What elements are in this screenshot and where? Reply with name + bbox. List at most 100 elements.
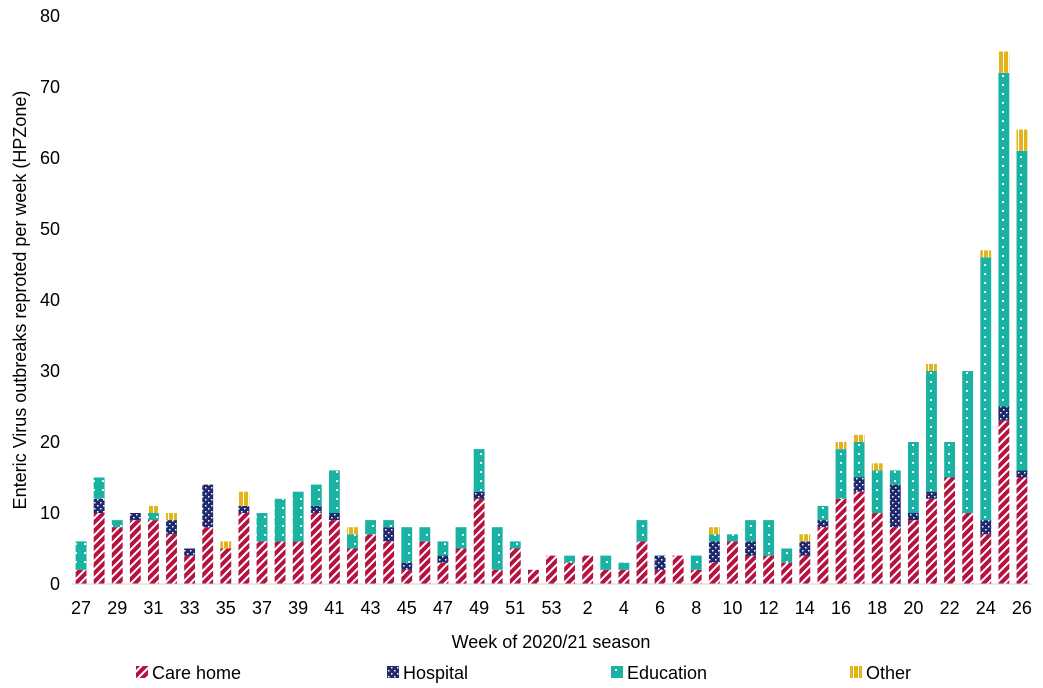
legend-swatch <box>611 666 623 678</box>
bar-segment-care-home <box>889 527 901 584</box>
bar-segment-care-home <box>853 491 865 584</box>
bar-segment-care-home <box>926 498 937 584</box>
bar-segment-education <box>292 491 304 542</box>
x-tick-label: 29 <box>107 598 127 618</box>
bar-segment-care-home <box>745 555 756 584</box>
bar-segment-other <box>148 505 159 513</box>
bar-segment-education <box>75 541 87 570</box>
bar-segment-care-home <box>491 569 503 584</box>
bar-segment-care-home <box>582 555 594 584</box>
bar-segment-hospital <box>980 520 992 535</box>
x-tick-label: 10 <box>722 598 742 618</box>
bar-segment-care-home <box>672 555 684 584</box>
bar-segment-care-home <box>871 513 883 584</box>
x-tick-label: 33 <box>180 598 200 618</box>
bar-segment-care-home <box>727 541 738 584</box>
bar-segment-education <box>907 442 919 513</box>
bar-segment-education <box>835 449 847 499</box>
legend-label: Care home <box>152 663 241 683</box>
bar-segment-other <box>347 527 358 535</box>
bar-segment-education <box>111 520 123 528</box>
bar-segment-education <box>564 555 576 563</box>
x-tick-label: 31 <box>143 598 163 618</box>
bar-segment-care-home <box>509 548 521 584</box>
bar-segment-hospital <box>926 491 937 499</box>
bar-segment-care-home <box>238 513 250 584</box>
bar-segment-hospital <box>998 406 1010 421</box>
bar-segment-education <box>93 477 105 499</box>
bar-segment-education <box>491 527 503 570</box>
bar-segment-care-home <box>292 541 304 584</box>
y-tick-label: 70 <box>40 77 60 97</box>
bar-segment-education <box>636 520 648 542</box>
bar-segment-care-home <box>455 548 467 584</box>
bar-segment-other <box>871 463 883 471</box>
bar-segment-care-home <box>799 555 811 584</box>
x-axis-title: Week of 2020/21 season <box>452 632 651 652</box>
bar-segment-hospital <box>889 484 901 528</box>
x-tick-label: 51 <box>505 598 525 618</box>
bar-segment-hospital <box>708 541 720 563</box>
bar-segment-other <box>708 527 720 535</box>
bar-segment-care-home <box>75 569 87 584</box>
x-tick-label: 16 <box>831 598 851 618</box>
bar-segment-care-home <box>473 498 485 584</box>
x-tick-label: 35 <box>216 598 236 618</box>
bar-segment-care-home <box>274 541 286 584</box>
bar-segment-education <box>256 513 268 542</box>
y-axis-title: Enteric Virus outbreaks reproted per wee… <box>10 91 30 510</box>
bar-segment-care-home <box>618 569 630 584</box>
legend-swatch <box>850 666 862 678</box>
bar-segment-care-home <box>980 534 992 584</box>
bar-segment-hospital <box>202 484 214 528</box>
bar-segment-education <box>998 72 1010 407</box>
bar-segment-education <box>274 498 286 542</box>
bar-segment-other <box>998 51 1010 73</box>
bar-segment-care-home <box>347 548 358 584</box>
bar-segment-education <box>763 520 775 556</box>
bar-segment-education <box>365 520 376 535</box>
y-tick-label: 30 <box>40 361 60 381</box>
bar-segment-education <box>383 520 395 528</box>
bars <box>75 51 1028 584</box>
bar-segment-care-home <box>781 562 793 584</box>
bar-segment-care-home <box>962 513 974 584</box>
legend-label: Hospital <box>403 663 468 683</box>
bar-segment-other <box>926 363 937 371</box>
x-tick-label: 18 <box>867 598 887 618</box>
bar-segment-care-home <box>527 569 539 584</box>
legend-swatch <box>387 666 399 678</box>
bar-segment-hospital <box>184 548 196 556</box>
bar-segment-care-home <box>401 569 413 584</box>
bar-segment-hospital <box>799 541 811 556</box>
x-tick-label: 6 <box>655 598 665 618</box>
x-tick-label: 20 <box>903 598 923 618</box>
x-tick-label: 4 <box>619 598 629 618</box>
bar-segment-education <box>817 505 829 521</box>
legend-label: Other <box>866 663 911 683</box>
x-tick-label: 2 <box>583 598 593 618</box>
y-tick-label: 10 <box>40 503 60 523</box>
bar-segment-care-home <box>129 520 141 584</box>
x-tick-label: 37 <box>252 598 272 618</box>
bar-segment-other <box>835 442 847 450</box>
x-tick-label: 45 <box>397 598 417 618</box>
bar-segment-hospital <box>745 541 756 556</box>
bar-segment-education <box>853 442 865 478</box>
x-tick-label: 49 <box>469 598 489 618</box>
x-tick-label: 47 <box>433 598 453 618</box>
y-tick-label: 40 <box>40 290 60 310</box>
bar-segment-care-home <box>148 520 159 584</box>
bar-segment-education <box>310 484 322 506</box>
bar-segment-education <box>1016 150 1028 471</box>
bar-segment-care-home <box>383 541 395 584</box>
legend: Care home Hospital Education Other <box>136 663 911 683</box>
x-tick-label: 27 <box>71 598 91 618</box>
bar-segment-education <box>690 555 702 570</box>
x-axis: 27 29 31 33 35 37 39 41 43 45 47 49 51 53 2 4 6 8 10 12 14 16… <box>71 598 1032 618</box>
bar-segment-education <box>944 442 956 478</box>
x-tick-label: 22 <box>940 598 960 618</box>
bar-segment-hospital <box>166 520 177 535</box>
bar-segment-other <box>853 434 865 442</box>
